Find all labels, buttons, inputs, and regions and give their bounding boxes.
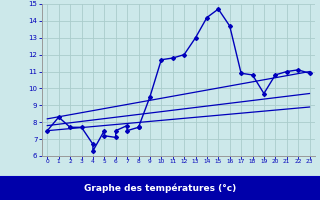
Text: Graphe des températures (°c): Graphe des températures (°c) [84,184,236,193]
